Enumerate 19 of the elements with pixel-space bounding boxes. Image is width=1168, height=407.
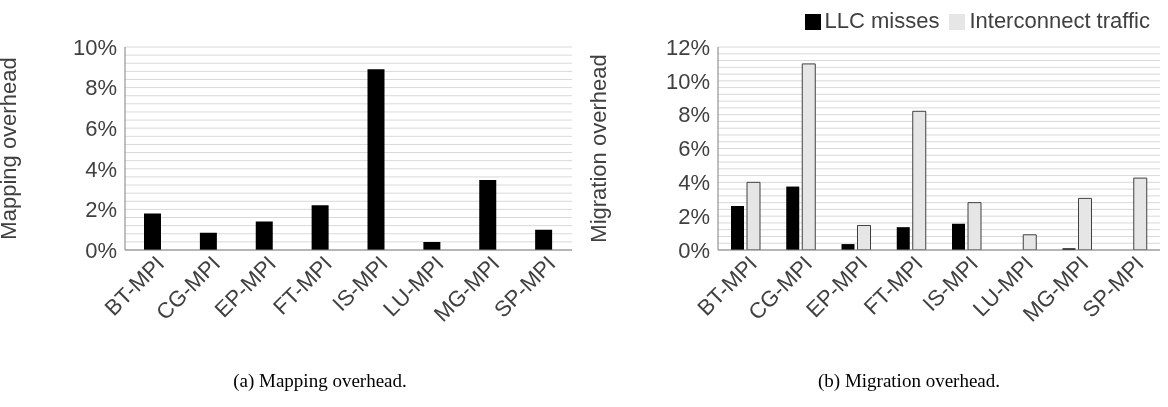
y-tick-label: 8% [85, 75, 117, 101]
y-axis-title: Migration overhead [585, 54, 611, 243]
text: (a) Mapping overhead. [232, 370, 408, 392]
y-tick-label: 10% [72, 34, 117, 60]
legend-label: Interconnect traffic [969, 8, 1150, 33]
text: (b) Migration overhead. [817, 370, 1001, 392]
y-tick-label: 8% [678, 102, 710, 128]
y-tick-label: 4% [85, 156, 117, 182]
legend-label: LLC misses [824, 8, 940, 33]
y-tick-label: 6% [85, 116, 117, 142]
y-tick-label: 6% [678, 136, 710, 162]
y-tick-label: 2% [678, 203, 710, 229]
y-tick-label: 10% [665, 68, 710, 94]
y-axis-title: Mapping overhead [0, 57, 21, 240]
y-tick-label: 0% [85, 237, 117, 263]
y-tick-label: 12% [665, 34, 710, 60]
y-tick-label: 2% [85, 197, 117, 223]
y-tick-label: 0% [678, 237, 710, 263]
y-tick-label: 4% [678, 170, 710, 196]
